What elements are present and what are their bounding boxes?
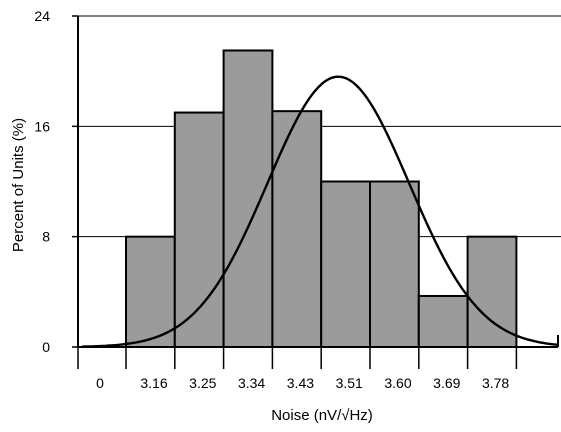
x-tick-label-3.69: 3.69 [433,375,460,391]
x-tick-label-3.16: 3.16 [140,375,167,391]
bar-3.51 [320,180,372,348]
fitted-normal-curve [82,75,559,348]
x-tick-label-3.34: 3.34 [238,375,265,391]
x-tick-label-3.43: 3.43 [287,375,314,391]
x-tick-label-3.51: 3.51 [336,375,363,391]
bar-3.34 [222,49,274,349]
bar-3.25 [173,111,225,348]
bars-layer [125,49,518,349]
labels-layer: 0 8 16 24 0 3.16 3.25 3.34 3.43 3.51 3.60 3.69 3.78 [34,8,509,391]
bar-3.69 [417,294,469,348]
y-axis-title: Percent of Units (%) [10,118,27,252]
x-tick-label-3.60: 3.60 [384,375,411,391]
bar-3.78 [466,235,518,349]
x-tick-label-0: 0 [96,375,104,391]
x-tick-label-3.78: 3.78 [482,375,509,391]
y-tick-label-0: 0 [42,339,50,355]
y-tick-label-8: 8 [42,229,50,245]
y-tick-label-16: 16 [34,118,50,134]
curve-layer [82,75,559,348]
y-tick-label-24: 24 [34,8,50,24]
x-tick-label-3.25: 3.25 [189,375,216,391]
bar-3.60 [369,180,420,348]
axis-layer [72,15,559,369]
x-axis-title: Noise (nV/√Hz) [271,407,373,424]
bar-3.16 [125,235,176,349]
bar-3.43 [271,110,323,348]
